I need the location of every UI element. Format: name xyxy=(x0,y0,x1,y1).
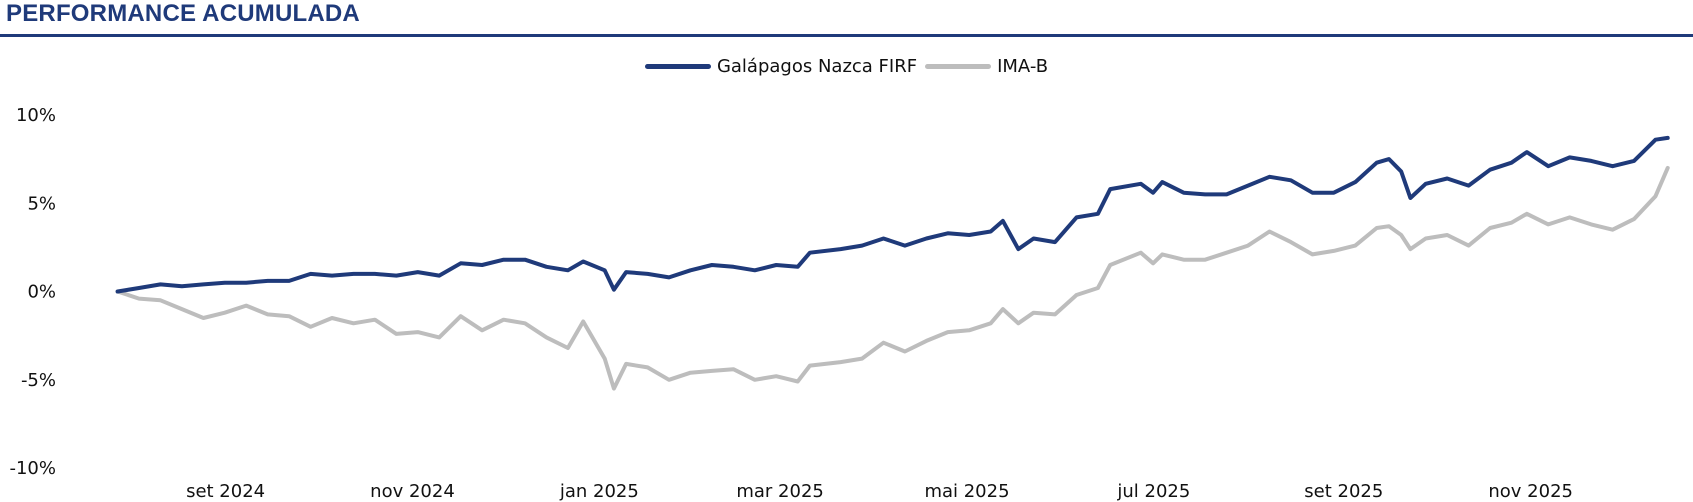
x-tick-label: set 2025 xyxy=(1304,481,1383,502)
legend-item-fund: Galápagos Nazca FIRF xyxy=(644,55,918,77)
x-tick-label: set 2024 xyxy=(186,481,265,502)
x-tick-label: mai 2025 xyxy=(924,481,1009,502)
legend-label-benchmark: IMA-B xyxy=(997,55,1049,77)
title-underline xyxy=(0,34,1693,37)
y-tick-label: 10% xyxy=(16,105,56,126)
legend-swatch-benchmark xyxy=(925,63,992,69)
page-title: PERFORMANCE ACUMULADA xyxy=(6,0,360,27)
y-tick-label: -5% xyxy=(21,370,56,391)
x-tick-label: mar 2025 xyxy=(736,481,824,502)
legend-label-fund: Galápagos Nazca FIRF xyxy=(716,55,918,77)
legend-swatch-fund xyxy=(644,63,711,69)
x-tick-label: nov 2025 xyxy=(1488,481,1573,502)
legend-item-benchmark: IMA-B xyxy=(925,56,1048,77)
y-tick-label: 5% xyxy=(27,193,56,214)
x-tick-label: jul 2025 xyxy=(1116,481,1190,502)
x-tick-label: jan 2025 xyxy=(559,481,639,502)
series-line-benchmark xyxy=(115,165,1670,391)
y-tick-label: -10% xyxy=(9,458,56,479)
chart-legend: Galápagos Nazca FIRF IMA-B xyxy=(0,52,1693,80)
y-tick-label: 0% xyxy=(27,282,56,303)
x-tick-label: nov 2024 xyxy=(370,481,455,502)
series-line-fund xyxy=(115,135,1670,294)
